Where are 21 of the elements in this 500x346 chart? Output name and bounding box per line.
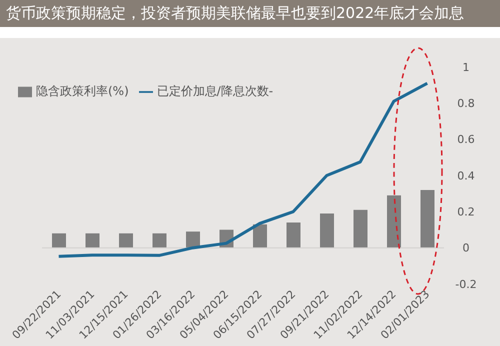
legend-label: 已定价加息/降息次数-: [156, 84, 274, 98]
bar: [286, 222, 300, 248]
legend-label: 隐含政策利率(%): [36, 84, 129, 98]
bar: [52, 233, 66, 248]
bar: [387, 195, 401, 248]
y-tick-label: 0: [462, 242, 470, 255]
y-tick-label: 0.4: [457, 169, 475, 182]
y-tick-label: 0.2: [457, 206, 475, 219]
y-tick-label: 1: [462, 60, 470, 74]
bar: [354, 210, 368, 248]
chart-title: 货币政策预期稳定，投资者预期美联储最早也要到2022年底才会加息: [0, 0, 500, 27]
bar: [420, 190, 434, 248]
y-tick-label: 0.6: [457, 133, 475, 146]
bar: [119, 233, 133, 248]
y-tick-label: -0.2: [455, 278, 477, 291]
bar: [86, 233, 100, 248]
bar: [186, 232, 200, 248]
bar: [320, 213, 334, 248]
y-tick-label: 0.8: [457, 97, 475, 110]
bar: [152, 233, 166, 248]
bar: [253, 224, 267, 248]
